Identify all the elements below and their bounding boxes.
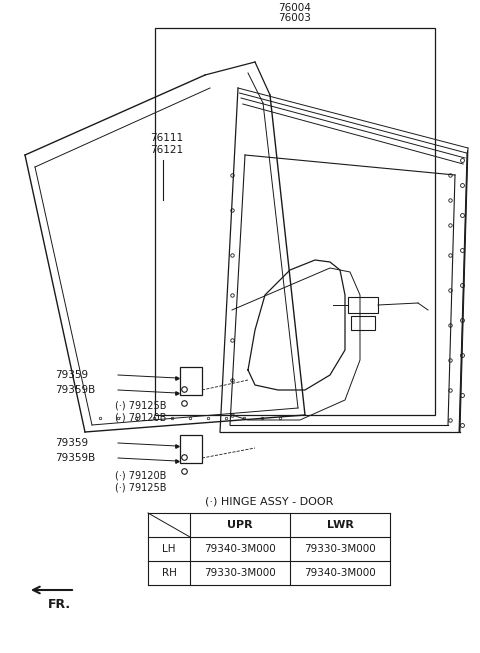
Text: 79359: 79359 (55, 370, 88, 380)
Text: 79359B: 79359B (55, 453, 95, 463)
Text: LWR: LWR (326, 520, 353, 530)
Text: LH: LH (162, 544, 176, 554)
Bar (351, 316, 375, 330)
Text: 79340-3M000: 79340-3M000 (204, 544, 276, 554)
Text: 79359: 79359 (55, 438, 88, 448)
Text: (·) 79120B: (·) 79120B (115, 470, 167, 480)
Text: (·) HINGE ASSY - DOOR: (·) HINGE ASSY - DOOR (205, 496, 333, 506)
Text: 76003: 76003 (278, 13, 312, 23)
Text: 76111: 76111 (150, 133, 183, 143)
Text: (·) 79125B: (·) 79125B (115, 482, 167, 492)
Text: 79330-3M000: 79330-3M000 (304, 544, 376, 554)
Bar (180, 367, 202, 395)
Bar (180, 435, 202, 463)
Text: 76004: 76004 (278, 3, 312, 13)
Text: UPR: UPR (227, 520, 253, 530)
Text: 79359B: 79359B (55, 385, 95, 395)
Bar (348, 297, 378, 313)
Bar (155, 28, 435, 415)
Text: 79340-3M000: 79340-3M000 (304, 568, 376, 578)
Text: (·) 79125B: (·) 79125B (115, 401, 167, 411)
Text: RH: RH (162, 568, 177, 578)
Text: 79330-3M000: 79330-3M000 (204, 568, 276, 578)
Text: 76121: 76121 (150, 145, 183, 155)
Text: FR.: FR. (48, 599, 71, 611)
Text: (·) 79120B: (·) 79120B (115, 413, 167, 423)
